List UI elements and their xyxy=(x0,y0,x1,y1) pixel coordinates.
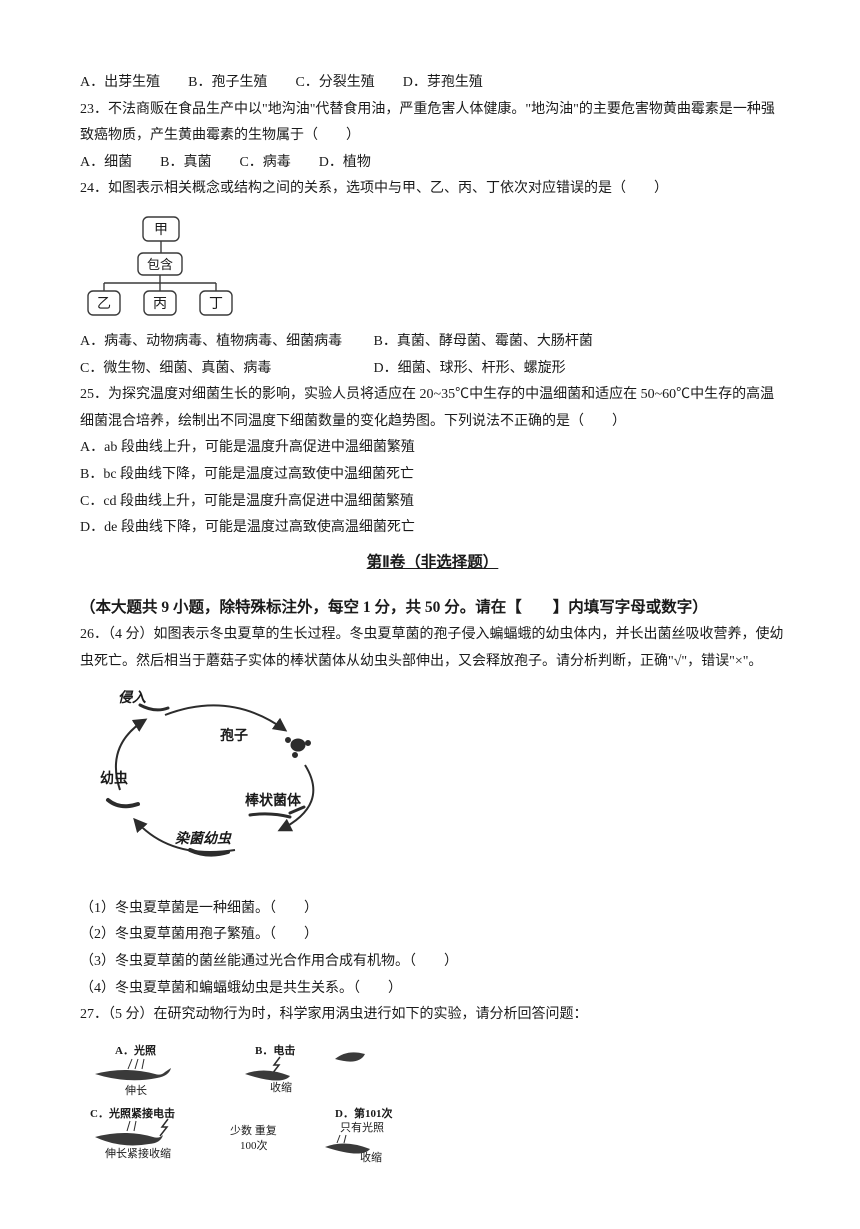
q24-options-row1: A．病毒、动物病毒、植物病毒、细菌病毒 B．真菌、酵母菌、霉菌、大肠杆菌 xyxy=(80,329,785,356)
q26-sub-3: （3）冬虫夏草菌的菌丝能通过光合作用合成有机物。（ ） xyxy=(80,949,785,976)
q27-label-c: C．光照紧接电击 xyxy=(90,1106,175,1120)
q24-option-c: C．微生物、细菌、真菌、病毒 xyxy=(80,356,370,383)
q24-option-b: B．真菌、酵母菌、霉菌、大肠杆菌 xyxy=(374,334,593,349)
q24-stem: 24．如图表示相关概念或结构之间的关系，选项中与甲、乙、丙、丁依次对应错误的是（… xyxy=(80,176,785,203)
q22-options: A．出芽生殖 B．孢子生殖 C．分裂生殖 D．芽孢生殖 xyxy=(80,70,785,97)
q27-stem: 27．（5 分）在研究动物行为时，科学家用涡虫进行如下的实验，请分析回答问题： xyxy=(80,1002,785,1029)
q26-diagram: 侵入 孢子 幼虫 棒状菌体 染菌幼虫 xyxy=(80,685,785,886)
q26-sub-1: （1）冬虫夏草菌是一种细菌。（ ） xyxy=(80,896,785,923)
q23-options: A．细菌 B．真菌 C．病毒 D．植物 xyxy=(80,150,785,177)
q27-diagram: A．光照 伸长 B．电击 收缩 C．光照紧接电击 伸长紧 xyxy=(80,1039,785,1180)
q24-label-c: 丁 xyxy=(209,297,223,312)
q24-diagram: 甲 包含 乙 丙 丁 xyxy=(80,211,785,321)
q27-label-d: D．第101次 xyxy=(335,1106,392,1120)
q27-label-b2: 收缩 xyxy=(270,1080,292,1094)
q27-label-d2: 只有光照 xyxy=(340,1120,384,1134)
q25-option-c: C．cd 段曲线上升，可能是温度升高促进中温细菌繁殖 xyxy=(80,489,785,516)
q24-options-row2: C．微生物、细菌、真菌、病毒 D．细菌、球形、杆形、螺旋形 xyxy=(80,356,785,383)
q26-sub-2: （2）冬虫夏草菌用孢子繁殖。（ ） xyxy=(80,922,785,949)
q24-label-a: 乙 xyxy=(97,296,111,312)
q26-label-stroma: 棒状菌体 xyxy=(245,792,302,809)
q27-label-a2: 伸长 xyxy=(125,1084,147,1097)
q27-label-a: A．光照 xyxy=(115,1043,156,1057)
exam-page: A．出芽生殖 B．孢子生殖 C．分裂生殖 D．芽孢生殖 23．不法商贩在食品生产… xyxy=(0,0,860,1229)
q25-option-b: B．bc 段曲线下降，可能是温度过高致使中温细菌死亡 xyxy=(80,462,785,489)
q25-stem: 25．为探究温度对细菌生长的影响，实验人员将适应在 20~35℃中生存的中温细菌… xyxy=(80,382,785,435)
q27-label-c4: 100次 xyxy=(240,1138,268,1152)
q27-label-b: B．电击 xyxy=(255,1043,295,1057)
q24-option-d: D．细菌、球形、杆形、螺旋形 xyxy=(374,361,566,376)
q26-label-spore: 孢子 xyxy=(220,727,248,744)
q23-stem: 23．不法商贩在食品生产中以"地沟油"代替食用油，严重危害人体健康。"地沟油"的… xyxy=(80,97,785,150)
q26-label-infected: 染菌幼虫 xyxy=(174,830,232,847)
q24-label-b: 丙 xyxy=(153,297,167,312)
q26-label-invade: 侵入 xyxy=(118,689,146,706)
q27-label-c3: 少数 重复 xyxy=(230,1123,277,1137)
q24-label-mid: 包含 xyxy=(147,257,173,272)
q26-label-larva: 幼虫 xyxy=(100,770,128,787)
section-2-title: 第Ⅱ卷（非选择题） xyxy=(80,548,785,577)
q26-sub-4: （4）冬虫夏草菌和蝙蝠蛾幼虫是共生关系。（ ） xyxy=(80,976,785,1003)
q27-label-d3: 收缩 xyxy=(360,1150,382,1164)
q27-label-c2: 伸长紧接收缩 xyxy=(105,1146,171,1160)
section-2-subtitle: （本大题共 9 小题，除特殊标注外，每空 1 分，共 50 分。请在【 】内填写… xyxy=(80,593,785,622)
q24-option-a: A．病毒、动物病毒、植物病毒、细菌病毒 xyxy=(80,329,370,356)
q24-label-top: 甲 xyxy=(154,223,168,238)
q25-option-a: A．ab 段曲线上升，可能是温度升高促进中温细菌繁殖 xyxy=(80,435,785,462)
q25-option-d: D．de 段曲线下降，可能是温度过高致使高温细菌死亡 xyxy=(80,515,785,542)
q26-stem: 26．（4 分）如图表示冬虫夏草的生长过程。冬虫夏草菌的孢子侵入蝙蝠蛾的幼虫体内… xyxy=(80,622,785,675)
